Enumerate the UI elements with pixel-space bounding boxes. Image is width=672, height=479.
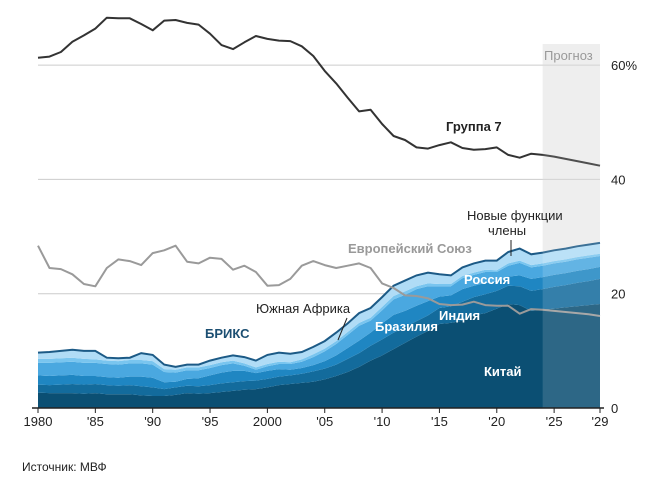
label-new-members-line2: члены: [488, 223, 526, 238]
x-tick-label-2010: '10: [374, 414, 391, 429]
area-series-5: [38, 242, 600, 370]
label-g7: Группа 7: [446, 119, 502, 134]
y-tick-label-60: 60%: [611, 58, 637, 73]
area-series-2: [38, 266, 600, 390]
area-series-0: [38, 304, 600, 408]
area-series-4: [38, 253, 600, 373]
brics-total-line: [37, 241, 601, 368]
label-south-africa: Южная Африка: [256, 301, 351, 316]
y-tick-label-40: 40: [611, 172, 625, 187]
label-china: Китай: [484, 364, 522, 379]
source-note: Источник: МВФ: [22, 460, 107, 474]
x-tick-label-1985: '85: [87, 414, 104, 429]
y-tick-label-20: 20: [611, 287, 625, 302]
label-eu: Европейский Союз: [348, 241, 472, 256]
label-russia: Россия: [464, 272, 510, 287]
x-tick-label-2000: 2000: [253, 414, 282, 429]
area-series-1: [38, 278, 600, 396]
x-tick-label-2005: '05: [316, 414, 333, 429]
y-tick-label-0: 0: [611, 401, 618, 416]
x-tick-label-1995: '95: [202, 414, 219, 429]
x-tick-label-1990: '90: [144, 414, 161, 429]
x-tick-label-1980: 1980: [24, 414, 53, 429]
label-brazil: Бразилия: [375, 319, 438, 334]
area-series-3: [38, 256, 600, 383]
x-tick-label-2025: '25: [546, 414, 563, 429]
line-series-1: [37, 244, 601, 317]
line-series-0: [37, 16, 601, 167]
axes: 1980 '85 '90 '95 2000 '05 '10 '15 '20 '25 '290 20 40…: [24, 58, 638, 429]
x-tick-label-2020: '20: [488, 414, 505, 429]
south-africa-pointer: [337, 317, 348, 341]
forecast-overlay: [542, 44, 600, 408]
x-tick-label-2015: '15: [431, 414, 448, 429]
label-india: Индия: [439, 308, 480, 323]
x-tick-label-2029: '29: [592, 414, 609, 429]
label-new-members-line1: Новые функции: [467, 208, 563, 223]
forecast-label: Прогноз: [544, 48, 593, 63]
stacked-areas: [37, 241, 601, 408]
label-brics: БРИКС: [205, 326, 250, 341]
series-lines: [37, 16, 601, 408]
